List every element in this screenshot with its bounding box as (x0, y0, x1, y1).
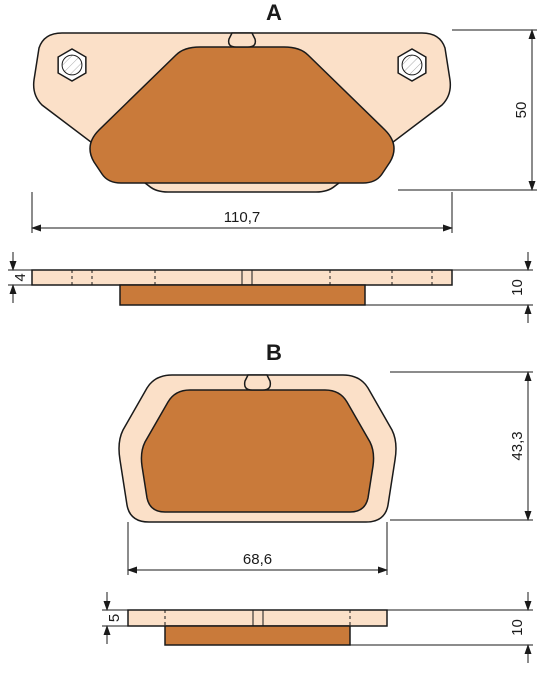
dim-label: 68,6 (243, 551, 272, 568)
part-a-front (34, 33, 451, 192)
technical-drawing: A 110,7 50 4 10 B 68,6 43,3 5 10 (0, 0, 548, 700)
dim-label: 43,3 (509, 431, 526, 460)
part-a-side (32, 270, 452, 305)
dim-label: 10 (509, 279, 526, 296)
part-b-side (128, 610, 387, 645)
part-b-front (119, 375, 396, 522)
dim-label: 10 (509, 619, 526, 636)
part-a-label: A (266, 0, 282, 25)
dim-label: 4 (12, 273, 29, 281)
part-b-label: B (266, 340, 282, 365)
dim-label: 110,7 (224, 209, 260, 226)
dim-label: 5 (106, 614, 123, 622)
dim-label: 50 (513, 102, 530, 119)
